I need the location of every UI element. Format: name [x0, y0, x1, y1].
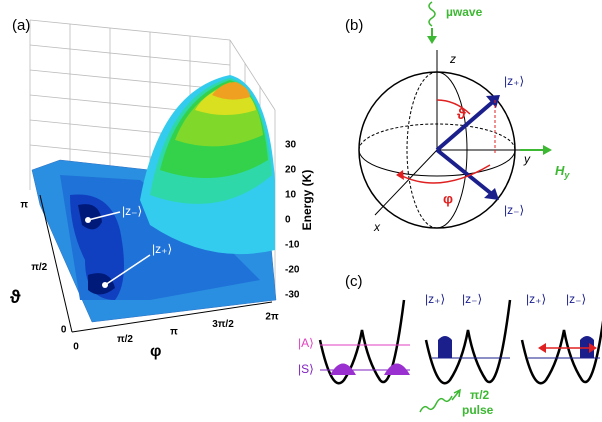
- level-label: |A⟩: [298, 336, 314, 350]
- arrowhead: [486, 95, 500, 108]
- pointer: [104, 254, 151, 286]
- meridian-back: [406, 71, 438, 229]
- phi-tick-label: 0: [73, 342, 79, 353]
- spin-vector: [435, 148, 495, 197]
- theta-arc: [436, 99, 471, 115]
- phi-tick-label: 3π/2: [212, 319, 234, 330]
- phi-tick-label: 2π: [265, 312, 279, 323]
- spin-vector: [435, 98, 497, 152]
- field-symbol: H: [555, 163, 565, 178]
- panel-a: (a) |z₋⟩ |z₊⟩ Energy (K) ϑ φ: [10, 17, 314, 360]
- z-tick-label: 20: [285, 165, 297, 176]
- state-label: |z₋⟩: [504, 203, 524, 217]
- pulse-label: pulse: [462, 403, 494, 417]
- field-label: Hy: [555, 163, 570, 180]
- marker: [102, 282, 108, 288]
- pointer: [87, 211, 121, 221]
- z-tick-label: 0: [285, 215, 291, 226]
- phi-tick-label: π: [170, 327, 178, 338]
- pulse-label: π/2: [470, 388, 490, 402]
- z-tick-label: -10: [285, 240, 300, 251]
- well-minus: [78, 204, 102, 230]
- state-label: |z₋⟩: [566, 292, 586, 306]
- theta-label: ϑ: [10, 287, 21, 307]
- panel-label: (a): [12, 17, 30, 34]
- double-well: [424, 299, 512, 385]
- mountain-top: [212, 82, 250, 100]
- theta-label: ϑ: [457, 106, 466, 123]
- phi-tick-label: π/2: [117, 334, 133, 345]
- level-label: |S⟩: [298, 362, 314, 376]
- microwave-wave: [428, 1, 436, 27]
- pulse-arrow: [451, 388, 461, 401]
- theta-tick-label: π: [20, 200, 28, 211]
- arrowhead: [484, 188, 499, 200]
- microwave-wave: [419, 395, 453, 413]
- double-well: [520, 320, 602, 385]
- state-label: |z₊⟩: [425, 292, 445, 306]
- axis-label: x: [373, 220, 381, 234]
- microwave-label: µwave: [446, 5, 483, 19]
- arrowhead: [543, 145, 552, 155]
- state-label: |z₊⟩: [504, 74, 524, 88]
- phi-arc: [399, 164, 491, 184]
- axis-label: z: [449, 52, 456, 66]
- equator-front: [358, 149, 516, 177]
- axis-label: y: [523, 152, 531, 166]
- well-plus: [88, 273, 115, 295]
- theta-tick-label: 0: [61, 325, 67, 336]
- x-axis: [374, 149, 438, 216]
- field-subscript: y: [563, 170, 570, 180]
- wavefunction: [330, 363, 410, 375]
- phi-label: φ: [150, 343, 161, 360]
- state-label: |z₊⟩: [152, 242, 172, 256]
- state-label: |z₋⟩: [462, 292, 482, 306]
- arrowhead: [396, 170, 404, 180]
- marker: [85, 217, 91, 223]
- panel-label: (b): [345, 17, 363, 34]
- theta-tick-label: π/2: [31, 262, 47, 273]
- z-tick-label: -20: [285, 265, 300, 276]
- panel-label: (c): [345, 273, 363, 290]
- z-tick-label: 10: [285, 190, 297, 201]
- z-axis-label: Energy (K): [300, 170, 314, 231]
- panel-b: (b) µwave z y x Hy ϑ φ |z₊⟩ |z₋⟩: [345, 1, 570, 234]
- wavefunction: [438, 336, 452, 358]
- phi-label: φ: [443, 191, 453, 207]
- state-label: |z₊⟩: [526, 292, 546, 306]
- z-tick-label: 30: [285, 140, 297, 151]
- state-label: |z₋⟩: [122, 204, 142, 218]
- panel-c: (c) |A⟩ |S⟩ |z₊⟩ |z₋⟩ |z₊⟩ |z₋⟩ π/2 puls…: [298, 273, 602, 417]
- wavefunction: [580, 336, 594, 358]
- phi-axis: [71, 301, 273, 333]
- z-tick-label: -30: [285, 290, 300, 301]
- arrowhead: [427, 36, 437, 44]
- theta-axis: [39, 194, 73, 333]
